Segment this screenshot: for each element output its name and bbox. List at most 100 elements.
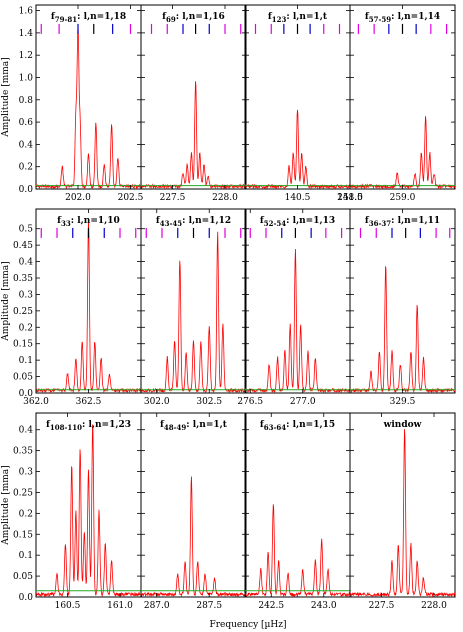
x-tick-label: 242.5 <box>258 601 284 611</box>
spectrum-line <box>35 25 142 190</box>
x-tick-label: 277.0 <box>290 397 316 407</box>
y-tick-label: 0.25 <box>13 307 33 317</box>
y-tick-label: 0.2 <box>19 323 33 333</box>
spectrum-line <box>349 266 456 394</box>
x-tick-label: 362.0 <box>23 397 49 407</box>
panel-0-0: 202.0 202.5 0.0 0.2 0.4 0.6 0.8 1.0 1.2 1.4 1.6 f79… <box>19 4 144 203</box>
panel-0-3: 258.5 259.0 f57-59: l,n=1,14 <box>337 4 456 203</box>
x-tick-label: 140.5 <box>285 193 311 203</box>
x-tick-label: 302.5 <box>196 397 222 407</box>
y-tick-label: 0.5 <box>19 225 34 235</box>
panel-frame <box>244 208 351 394</box>
y-tick-label: 1.4 <box>19 29 34 39</box>
y-tick-label: 0.45 <box>13 241 33 251</box>
y-tick-label: 0.15 <box>13 530 33 540</box>
panels: 202.0 202.5 0.0 0.2 0.4 0.6 0.8 1.0 1.2 1.4 1.6 f79… <box>13 4 456 611</box>
panel-label: f57-59: l,n=1,14 <box>365 12 440 24</box>
y-axis-title: Amplitude [mma] <box>1 261 11 341</box>
spectrum-line <box>244 504 351 598</box>
panel-frame <box>349 412 456 598</box>
spectrum-line <box>140 476 247 598</box>
panel-2-0: 160.5 161.0 0.0 0.05 0.1 0.15 0.2 0.25 0.3 0.35 0.… <box>13 412 142 611</box>
y-tick-label: 0.3 <box>19 290 34 300</box>
x-tick-label: 259.0 <box>390 193 416 203</box>
y-tick-label: 0.0 <box>19 389 34 399</box>
spectrum-line <box>35 218 142 394</box>
panel-1-0: 362.0 362.5 0.0 0.05 0.1 0.15 0.2 0.25 0.3 0.35 0.… <box>13 208 142 407</box>
panel-label: f52-54: l,n=1,13 <box>260 216 335 228</box>
panel-2-1: 287.0 287.5 f48-49: l,n=1,t <box>140 412 247 611</box>
panel-label: window <box>383 420 422 430</box>
y-tick-label: 0.4 <box>19 426 34 436</box>
panel-label: f63-64: l,n=1,15 <box>260 420 335 432</box>
y-tick-label: 0.05 <box>13 373 33 383</box>
panel-frame <box>140 412 247 598</box>
x-tick-label: 161.0 <box>107 601 133 611</box>
y-tick-label: 0.6 <box>19 118 34 128</box>
x-tick-label: 228.0 <box>212 193 238 203</box>
y-tick-label: 0.1 <box>19 551 33 561</box>
x-tick-label: 227.5 <box>369 601 395 611</box>
x-tick-label: 287.0 <box>144 601 170 611</box>
spectrum-line <box>244 248 351 394</box>
y-tick-label: 0.8 <box>19 96 34 106</box>
x-tick-label: 202.0 <box>65 193 91 203</box>
x-tick-label: 243.0 <box>311 601 337 611</box>
y-tick-label: 0.3 <box>19 468 34 478</box>
x-tick-label: 287.5 <box>196 601 222 611</box>
y-tick-label: 1.0 <box>19 73 34 83</box>
y-tick-label: 1.6 <box>19 7 34 17</box>
y-tick-label: 0.1 <box>19 356 33 366</box>
panel-label: f48-49: l,n=1,t <box>160 420 228 432</box>
x-tick-label: 141.0 <box>337 193 363 203</box>
y-tick-label: 0.0 <box>19 185 34 195</box>
y-tick-label: 0.0 <box>19 593 34 603</box>
y-tick-label: 0.25 <box>13 488 33 498</box>
x-tick-label: 227.5 <box>160 193 186 203</box>
spectrum-line <box>244 109 351 190</box>
panel-label: f33: l,n=1,10 <box>57 216 120 228</box>
panel-2-3: 227.5 228.0 window <box>349 412 456 611</box>
x-tick-label: 202.5 <box>118 193 144 203</box>
x-tick-label: 258.5 <box>337 193 363 203</box>
x-axis-title: Frequency [µHz] <box>209 620 286 630</box>
panel-frame <box>35 412 142 598</box>
panel-1-2: 276.5 277.0 f52-54: l,n=1,13 <box>237 208 351 407</box>
panel-frame <box>140 208 247 394</box>
panel-label: f69: l,n=1,16 <box>162 12 225 24</box>
y-axis-titles: Amplitude [mma] Amplitude [mma] Amplitude … <box>1 57 11 545</box>
x-tick-label: 329.5 <box>390 397 416 407</box>
x-tick-label: 228.0 <box>421 601 447 611</box>
panel-2-2: 242.5 243.0 f63-64: l,n=1,15 <box>244 412 351 611</box>
x-tick-label: 160.5 <box>55 601 81 611</box>
panel-frame <box>349 208 456 394</box>
spectrum-line <box>35 424 142 598</box>
panel-label: f79-81: l,n=1,18 <box>51 12 126 24</box>
panel-frame <box>35 4 142 190</box>
y-axis-title: Amplitude [mma] <box>1 57 11 137</box>
panel-label: f108-110: l,n=1,23 <box>46 420 131 432</box>
y-tick-label: 1.2 <box>19 51 33 61</box>
y-tick-label: 0.2 <box>19 163 33 173</box>
panel-label: f43-45: l,n=1,12 <box>156 216 231 228</box>
panel-label: f36-37: l,n=1,11 <box>365 216 440 228</box>
y-tick-label: 0.05 <box>13 572 33 582</box>
x-tick-label: 302.0 <box>144 397 170 407</box>
y-axis-title: Amplitude [mma] <box>1 465 11 545</box>
panel-label: f123: l,n=1,t <box>268 12 328 24</box>
y-tick-label: 0.4 <box>19 258 34 268</box>
spectrum-line <box>349 429 456 598</box>
y-tick-label: 0.15 <box>13 340 33 350</box>
spectrum-line <box>140 231 247 394</box>
y-tick-label: 0.35 <box>13 447 33 457</box>
panel-1-3: 329.5 f36-37: l,n=1,11 <box>349 208 456 407</box>
y-tick-label: 0.35 <box>13 274 33 284</box>
x-tick-label: 362.5 <box>76 397 102 407</box>
panel-1-1: 302.0 302.5 f43-45: l,n=1,12 <box>140 208 247 407</box>
spectrum-line <box>349 116 456 190</box>
x-tick-label: 276.5 <box>237 397 263 407</box>
y-tick-label: 0.2 <box>19 509 33 519</box>
panel-0-2: 140.5 141.0 f123: l,n=1,t <box>244 4 363 203</box>
spectrum-line <box>140 81 247 190</box>
